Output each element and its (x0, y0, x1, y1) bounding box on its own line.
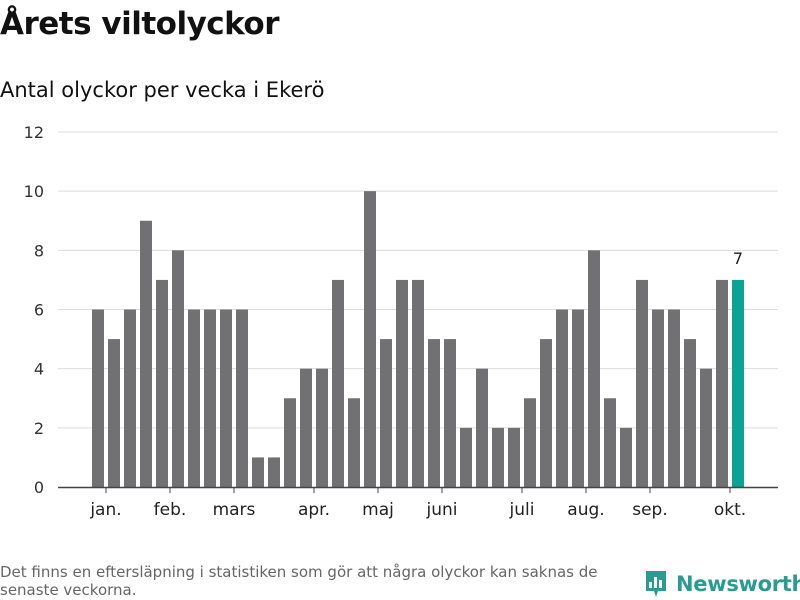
bar (316, 368, 328, 487)
bar (332, 279, 344, 487)
bar (396, 279, 408, 487)
brand-logo[interactable]: Newsworthy (644, 568, 800, 600)
x-tick-label: okt. (714, 500, 746, 520)
y-tick-label: 2 (34, 419, 44, 438)
footnote: Det finns en eftersläpning i statistiken… (0, 563, 598, 599)
x-tick-label: sep. (632, 500, 668, 520)
bar (588, 250, 600, 487)
chart-title: Årets viltolyckor (0, 6, 280, 42)
brand-name: Newsworthy (676, 572, 800, 596)
y-tick-label: 4 (34, 360, 44, 379)
x-tick-label: juni (426, 500, 458, 520)
bar (620, 427, 632, 487)
bar (636, 279, 648, 487)
y-tick-label: 6 (34, 301, 44, 320)
x-tick-label: apr. (298, 500, 330, 520)
bar (604, 398, 616, 487)
bar (284, 398, 296, 487)
bar (700, 368, 712, 487)
x-tick-label: aug. (567, 500, 604, 520)
bar (540, 339, 552, 487)
bar (668, 309, 680, 487)
bar (380, 339, 392, 487)
y-tick-label: 8 (34, 241, 44, 260)
bar (556, 309, 568, 487)
bar (156, 279, 168, 487)
bar (236, 309, 248, 487)
bar (92, 309, 104, 487)
bar (492, 427, 504, 487)
bar (460, 427, 472, 487)
bar (220, 309, 232, 487)
bar-highlight (732, 279, 744, 487)
bar (716, 279, 728, 487)
x-tick-label: jan. (89, 500, 121, 520)
x-tick-label: mars (213, 500, 256, 520)
bar (204, 309, 216, 487)
bar (572, 309, 584, 487)
bar (124, 309, 136, 487)
bar (348, 398, 360, 487)
bar (476, 368, 488, 487)
x-tick-label: maj (362, 500, 394, 520)
bar (428, 339, 440, 487)
bar (652, 309, 664, 487)
bar (684, 339, 696, 487)
bar (524, 398, 536, 487)
bar (188, 309, 200, 487)
y-tick-label: 12 (24, 123, 44, 142)
bar (140, 220, 152, 487)
bar (412, 279, 424, 487)
x-tick-label: juli (509, 500, 535, 520)
bar (508, 427, 520, 487)
bar (444, 339, 456, 487)
y-tick-label: 10 (24, 182, 44, 201)
bar (108, 339, 120, 487)
chart-subtitle: Antal olyckor per vecka i Ekerö (0, 78, 325, 102)
bar (364, 191, 376, 487)
bar-value-label: 7 (733, 249, 743, 268)
bar (172, 250, 184, 487)
bar (252, 457, 264, 487)
x-tick-label: feb. (154, 500, 187, 520)
bar (268, 457, 280, 487)
bar (300, 368, 312, 487)
newsworthy-logo-icon (646, 571, 666, 597)
y-tick-label: 0 (34, 478, 44, 497)
